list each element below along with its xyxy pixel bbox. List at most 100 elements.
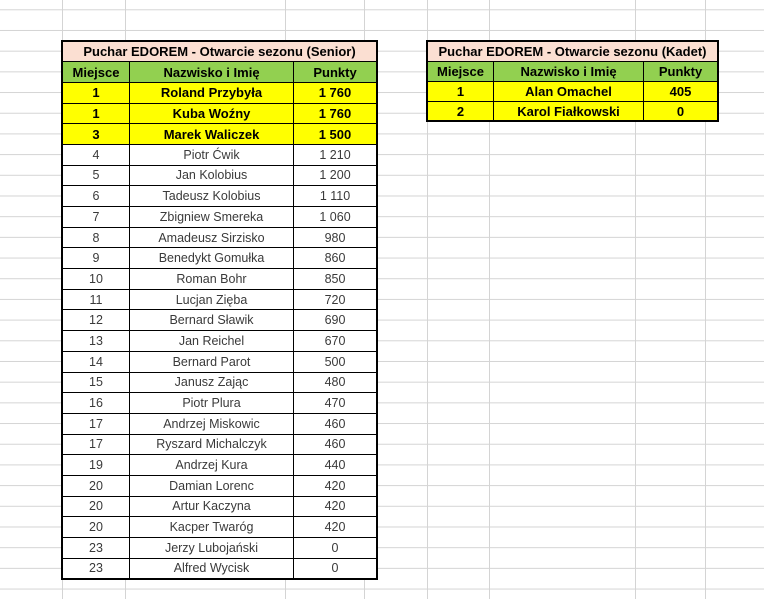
cell-points[interactable]: 1 500: [293, 123, 378, 145]
senior-column-header-miejsce[interactable]: Miejsce: [61, 61, 130, 83]
cell-points[interactable]: 860: [293, 247, 378, 270]
table-row: 23 Alfred Wycisk 0: [61, 557, 378, 580]
cell-name[interactable]: Bernard Sławik: [129, 309, 294, 332]
cell-name[interactable]: Marek Waliczek: [129, 123, 294, 145]
cell-points[interactable]: 480: [293, 371, 378, 394]
cell-place[interactable]: 3: [61, 123, 130, 145]
senior-column-header-nazwisko[interactable]: Nazwisko i Imię: [129, 61, 294, 83]
table-row: 14 Bernard Parot 500: [61, 350, 378, 373]
kadet-column-header-miejsce[interactable]: Miejsce: [426, 60, 494, 82]
cell-name[interactable]: Lucjan Zięba: [129, 288, 294, 311]
cell-place[interactable]: 17: [61, 412, 130, 435]
cell-place[interactable]: 4: [61, 143, 130, 166]
cell-name[interactable]: Andrzej Miskowic: [129, 412, 294, 435]
cell-place[interactable]: 12: [61, 309, 130, 332]
cell-place[interactable]: 23: [61, 537, 130, 559]
table-row: 12 Bernard Sławik 690: [61, 309, 378, 332]
kadet-table-title-cell[interactable]: Puchar EDOREM - Otwarcie sezonu (Kadet): [426, 40, 719, 62]
cell-points[interactable]: 460: [293, 412, 378, 435]
cell-points[interactable]: 1 760: [293, 102, 378, 125]
cell-place[interactable]: 10: [61, 268, 130, 290]
cell-name[interactable]: Artur Kaczyna: [129, 495, 294, 518]
table-row: 19 Andrzej Kura 440: [61, 454, 378, 476]
cell-name[interactable]: Andrzej Kura: [129, 454, 294, 476]
cell-place[interactable]: 1: [61, 102, 130, 125]
kadet-title-row: Puchar EDOREM - Otwarcie sezonu (Kadet): [426, 40, 719, 62]
cell-place[interactable]: 19: [61, 454, 130, 476]
cell-place[interactable]: 7: [61, 206, 130, 228]
cell-points[interactable]: 720: [293, 288, 378, 311]
cell-name[interactable]: Bernard Parot: [129, 350, 294, 373]
cell-points[interactable]: 500: [293, 350, 378, 373]
kadet-column-header-nazwisko[interactable]: Nazwisko i Imię: [493, 60, 644, 82]
senior-column-header-punkty[interactable]: Punkty: [293, 61, 378, 83]
cell-name[interactable]: Jan Reichel: [129, 330, 294, 352]
cell-place[interactable]: 5: [61, 164, 130, 187]
cell-place[interactable]: 1: [61, 81, 130, 104]
cell-name[interactable]: Janusz Zając: [129, 371, 294, 394]
cell-points[interactable]: 850: [293, 268, 378, 290]
table-row: 3 Marek Waliczek 1 500: [61, 123, 378, 145]
cell-place[interactable]: 8: [61, 226, 130, 249]
kadet-table-body: 1 Alan Omachel 405 2 Karol Fiałkowski 0: [426, 80, 719, 122]
cell-name[interactable]: Jan Kolobius: [129, 164, 294, 187]
cell-place[interactable]: 20: [61, 495, 130, 518]
cell-points[interactable]: 1 060: [293, 206, 378, 228]
cell-points[interactable]: 0: [643, 100, 719, 122]
cell-points[interactable]: 420: [293, 474, 378, 497]
cell-place[interactable]: 9: [61, 247, 130, 270]
cell-name[interactable]: Roland Przybyła: [129, 81, 294, 104]
cell-place[interactable]: 17: [61, 433, 130, 456]
cell-name[interactable]: Karol Fiałkowski: [493, 100, 644, 122]
cell-name[interactable]: Amadeusz Sirzisko: [129, 226, 294, 249]
cell-name[interactable]: Ryszard Michalczyk: [129, 433, 294, 456]
cell-points[interactable]: 1 760: [293, 81, 378, 104]
table-row: 2 Karol Fiałkowski 0: [426, 100, 719, 122]
cell-points[interactable]: 405: [643, 80, 719, 102]
cell-points[interactable]: 440: [293, 454, 378, 476]
cell-points[interactable]: 0: [293, 557, 378, 580]
cell-name[interactable]: Benedykt Gomułka: [129, 247, 294, 270]
cell-points[interactable]: 460: [293, 433, 378, 456]
table-row: 17 Andrzej Miskowic 460: [61, 412, 378, 435]
cell-place[interactable]: 16: [61, 392, 130, 414]
cell-name[interactable]: Roman Bohr: [129, 268, 294, 290]
table-row: 6 Tadeusz Kolobius 1 110: [61, 185, 378, 207]
cell-name[interactable]: Alfred Wycisk: [129, 557, 294, 580]
kadet-header-row: Miejsce Nazwisko i Imię Punkty: [426, 60, 719, 82]
cell-points[interactable]: 1 110: [293, 185, 378, 207]
cell-name[interactable]: Kuba Woźny: [129, 102, 294, 125]
cell-place[interactable]: 11: [61, 288, 130, 311]
cell-name[interactable]: Alan Omachel: [493, 80, 644, 102]
cell-place[interactable]: 1: [426, 80, 494, 102]
cell-points[interactable]: 690: [293, 309, 378, 332]
cell-place[interactable]: 6: [61, 185, 130, 207]
cell-points[interactable]: 420: [293, 516, 378, 538]
cell-points[interactable]: 670: [293, 330, 378, 352]
cell-place[interactable]: 20: [61, 516, 130, 538]
cell-place[interactable]: 20: [61, 474, 130, 497]
table-row: 8 Amadeusz Sirzisko 980: [61, 226, 378, 249]
cell-points[interactable]: 470: [293, 392, 378, 414]
cell-name[interactable]: Zbigniew Smereka: [129, 206, 294, 228]
cell-name[interactable]: Damian Lorenc: [129, 474, 294, 497]
senior-table-title-cell[interactable]: Puchar EDOREM - Otwarcie sezonu (Senior): [61, 40, 378, 63]
cell-place[interactable]: 23: [61, 557, 130, 580]
cell-points[interactable]: 0: [293, 537, 378, 559]
table-row: 1 Kuba Woźny 1 760: [61, 102, 378, 125]
kadet-column-header-punkty[interactable]: Punkty: [643, 60, 719, 82]
cell-place[interactable]: 14: [61, 350, 130, 373]
cell-name[interactable]: Tadeusz Kolobius: [129, 185, 294, 207]
cell-name[interactable]: Kacper Twaróg: [129, 516, 294, 538]
cell-points[interactable]: 980: [293, 226, 378, 249]
cell-place[interactable]: 15: [61, 371, 130, 394]
cell-points[interactable]: 420: [293, 495, 378, 518]
cell-points[interactable]: 1 200: [293, 164, 378, 187]
cell-name[interactable]: Piotr Plura: [129, 392, 294, 414]
cell-place[interactable]: 13: [61, 330, 130, 352]
cell-name[interactable]: Piotr Ćwik: [129, 143, 294, 166]
cell-points[interactable]: 1 210: [293, 143, 378, 166]
cell-place[interactable]: 2: [426, 100, 494, 122]
cell-name[interactable]: Jerzy Lubojański: [129, 537, 294, 559]
